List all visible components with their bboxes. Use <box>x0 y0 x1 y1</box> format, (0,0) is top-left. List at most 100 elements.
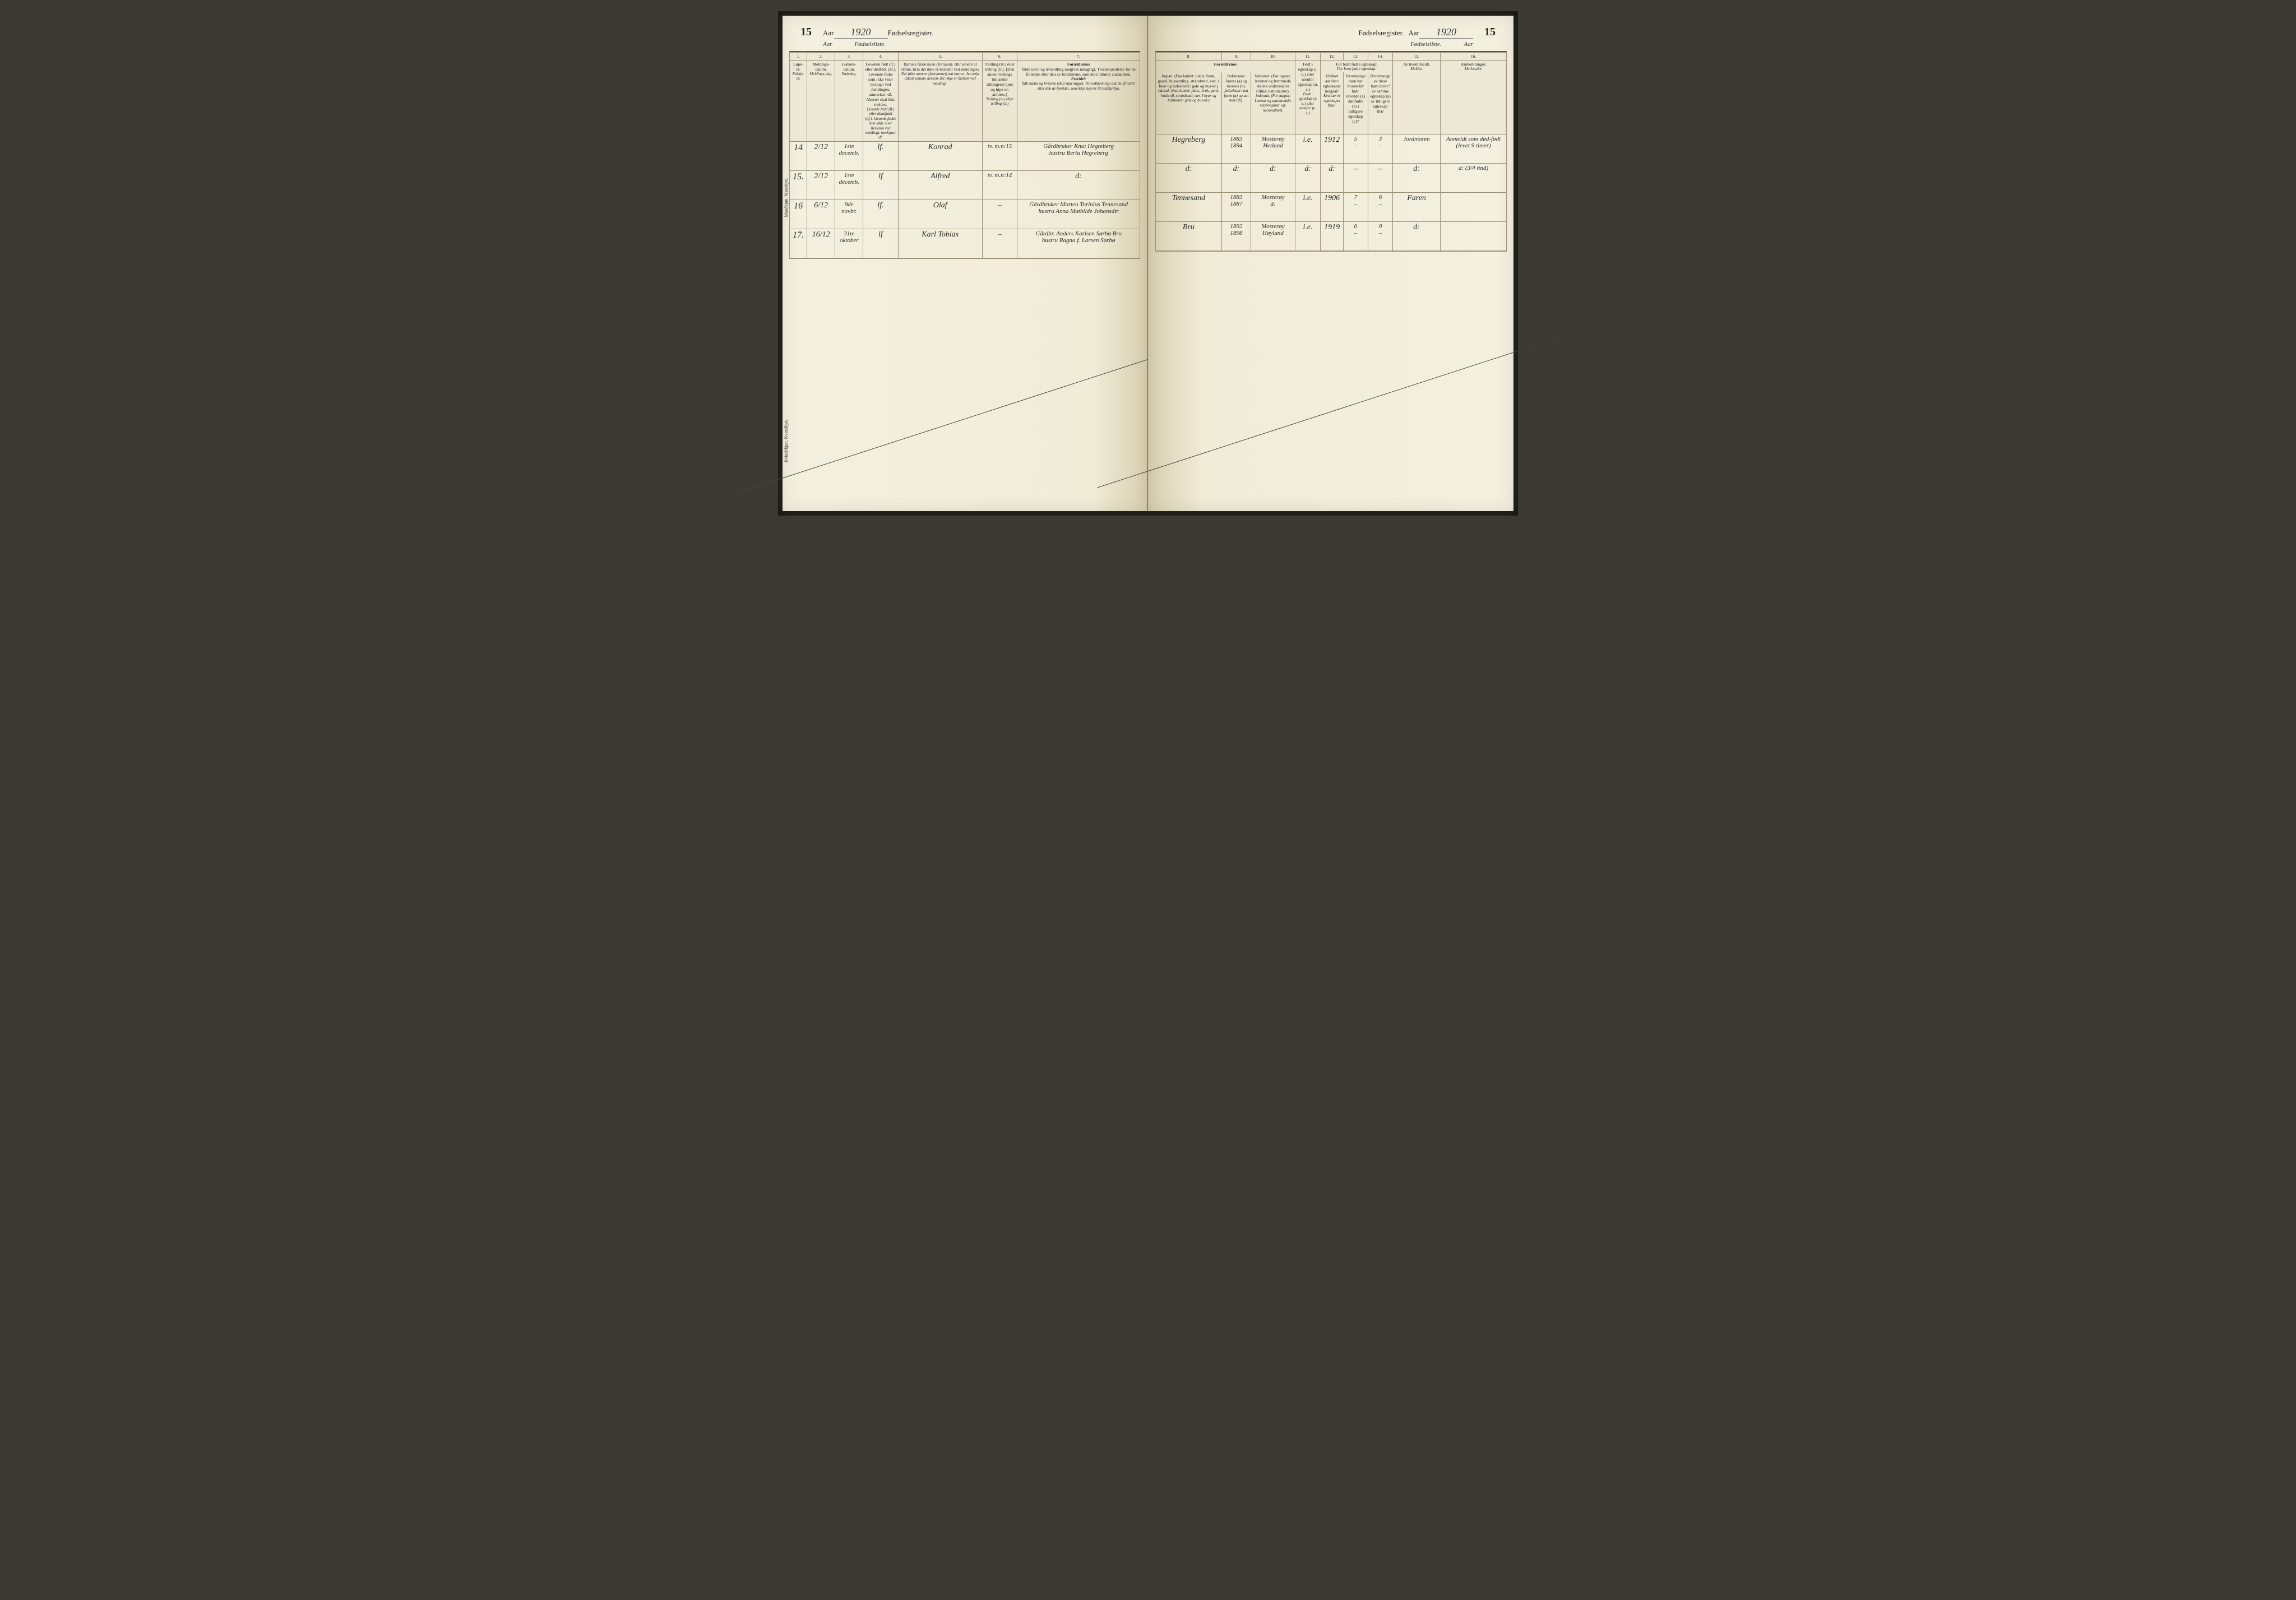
cell-tvil: tv. m.n:14 <box>982 170 1017 200</box>
cell-bopael: Tennesand <box>1156 192 1222 221</box>
col6-hdr: Tvilling (tv.) eller trilling (tr.). [De… <box>982 61 1017 142</box>
ledger-table-right: 8. 9. 10. 11. 12. 13. 14. 15. 16. Foræld… <box>1155 52 1507 251</box>
right-page: Fødselsregister. Aar 1920 15 Fødselslist… <box>1148 16 1513 511</box>
cell-navn: Karl Tobias <box>898 229 982 258</box>
col9-num: 9. <box>1221 53 1251 61</box>
cell-anm <box>1441 192 1507 221</box>
aar-sub: Aar <box>823 41 832 48</box>
cell-aar: 1883 1887 <box>1221 192 1251 221</box>
cell-foraeldre: Gårdbruker Knut Hegreberg hustru Berta H… <box>1017 141 1140 170</box>
cell-meldt: Faren <box>1393 192 1441 221</box>
cell-fod: 31te oktober <box>835 229 863 258</box>
cell-egtaar: 1912 <box>1321 134 1343 163</box>
cell-tvil: tv. m.n:15 <box>982 141 1017 170</box>
col12-hdr: Hvilket aar blev egteskapet indgaat? Kva… <box>1321 72 1343 134</box>
cell-fod: 1ste decemb. <box>835 141 863 170</box>
cell-aar: 1883 1894 <box>1221 134 1251 163</box>
cell-meldt: Jordmoren <box>1393 134 1441 163</box>
cell-lf: lf <box>863 229 899 258</box>
ledger-book: Mandkjøn. Mannkyn. Kvindekjøn. Kvendkyn.… <box>778 11 1518 516</box>
col1-num: 1. <box>790 53 807 61</box>
col7-hdr: Forældrenes fulde navn og livsstilling (… <box>1017 61 1140 142</box>
table-row: d: d: d: d: d: – – d: d: (3/4 tind) <box>1156 163 1507 192</box>
cell-b14: – <box>1368 163 1392 192</box>
cell-nr: 14 <box>790 141 807 170</box>
cell-ie: i.e. <box>1295 221 1321 251</box>
table-row: Hegreberg 1883 1894 Mosterøy Hetland i.e… <box>1156 134 1507 163</box>
cell-foraeldre: d: <box>1017 170 1140 200</box>
left-sub-header: Aar Fødselsliste. <box>789 41 1140 52</box>
table-row: 17. 16/12 31te oktober lf Karl Tobias – … <box>790 229 1140 258</box>
cell-meldt: d: <box>1393 163 1441 192</box>
col4-hdr: Levende født (lf.) eller dødfødt (df.). … <box>863 61 899 142</box>
empty-area-left <box>789 258 1140 550</box>
col10-num: 10. <box>1251 53 1295 61</box>
col16-hdr: Anmerkninger. Merknader. <box>1441 61 1507 135</box>
foraeldrenes-span: Forældrenes <box>1156 61 1295 73</box>
ledger-body-right: Hegreberg 1883 1894 Mosterøy Hetland i.e… <box>1156 134 1507 251</box>
col16-num: 16. <box>1441 53 1507 61</box>
col11-hdr: Født i egteskap (i. e.) eller utenfor eg… <box>1295 61 1321 135</box>
cell-fod: 1ste decemb. <box>835 170 863 200</box>
page-number-left: 15 <box>800 26 812 39</box>
col9-hdr: fødselsaar: farens (a) og morens (b). fø… <box>1221 72 1251 134</box>
cell-ie: i.e. <box>1295 134 1321 163</box>
col13-hdr: Hvormange barn har moren før født: leven… <box>1343 72 1368 134</box>
aar-sub-right: Aar <box>1464 41 1474 48</box>
cell-foraeldre: Gårdbr. Anders Karlsen Sørbø Bru hustru … <box>1017 229 1140 258</box>
col15-num: 15. <box>1393 53 1441 61</box>
cell-meld: 2/12 <box>807 141 835 170</box>
cell-meld: 6/12 <box>807 200 835 229</box>
col10-hdr: fødested. (For lapper, kvæner og fremmed… <box>1251 72 1295 134</box>
right-sub-header: Fødselsliste. Aar <box>1155 41 1507 52</box>
col8-hdr: bopæl. (Paa landet: plads, bruk, gaard, … <box>1156 72 1222 134</box>
cell-tvil: – <box>982 200 1017 229</box>
cell-fodested: Mosterøy d: <box>1251 192 1295 221</box>
fodselsregister-right: Fødselsregister. <box>1358 29 1404 38</box>
page-number-right: 15 <box>1484 26 1496 39</box>
col3-hdr: Fødsels-datum. Fødedag. <box>835 61 863 142</box>
col3-num: 3. <box>835 53 863 61</box>
aar-label: Aar <box>823 29 834 38</box>
cell-navn: Alfred <box>898 170 982 200</box>
col12-num: 12. <box>1321 53 1343 61</box>
cell-lf: lf. <box>863 141 899 170</box>
cell-anm: d: (3/4 tind) <box>1441 163 1507 192</box>
cell-navn: Olaf <box>898 200 982 229</box>
table-row: Bru 1892 1898 Mosterøy Høyland i.e. 1919… <box>1156 221 1507 251</box>
cell-b13: 7 – <box>1343 192 1368 221</box>
side-label-mandkjon: Mandkjøn. Mannkyn. <box>784 178 789 217</box>
left-page: Mandkjøn. Mannkyn. Kvindekjøn. Kvendkyn.… <box>783 16 1148 511</box>
cell-b13: – <box>1343 163 1368 192</box>
col6-num: 6. <box>982 53 1017 61</box>
side-label-kvindekjon: Kvindekjøn. Kvendkyn. <box>784 419 789 462</box>
col5-num: 5. <box>898 53 982 61</box>
cell-navn: Konrad <box>898 141 982 170</box>
col7-num: 7. <box>1017 53 1140 61</box>
strike-line-left <box>731 343 1198 495</box>
fodselsliste-sub: Fødselsliste. <box>855 41 886 48</box>
cell-egtaar: d: <box>1321 163 1343 192</box>
cell-bopael: d: <box>1156 163 1222 192</box>
strike-line-right <box>1097 336 1565 488</box>
cell-lf: lf. <box>863 200 899 229</box>
cell-ie: d: <box>1295 163 1321 192</box>
cell-bopael: Bru <box>1156 221 1222 251</box>
aar-right: Aar <box>1409 29 1420 38</box>
cell-egtaar: 1919 <box>1321 221 1343 251</box>
col11-num: 11. <box>1295 53 1321 61</box>
left-top-header: 15 Aar 1920 Fødselsregister. <box>789 26 1140 41</box>
cell-fodested: Mosterøy Hetland <box>1251 134 1295 163</box>
col2-hdr: Meldings-datum. Meldings-dag. <box>807 61 835 142</box>
cell-anm <box>1441 221 1507 251</box>
cell-egtaar: 1906 <box>1321 192 1343 221</box>
cell-tvil: – <box>982 229 1017 258</box>
cell-foraeldre: Gårdbruker Morten Torinius Tennesand hus… <box>1017 200 1140 229</box>
col13-num: 13. <box>1343 53 1368 61</box>
year-handwritten-right: 1920 <box>1419 26 1473 39</box>
cell-fodested: Mosterøy Høyland <box>1251 221 1295 251</box>
cell-nr: 16 <box>790 200 807 229</box>
col14-hdr: Hvormange av disse barn lever? av samme … <box>1368 72 1392 134</box>
cell-b14: 3 – <box>1368 134 1392 163</box>
col15-hdr: Av hvem meldt. Meldar. <box>1393 61 1441 135</box>
